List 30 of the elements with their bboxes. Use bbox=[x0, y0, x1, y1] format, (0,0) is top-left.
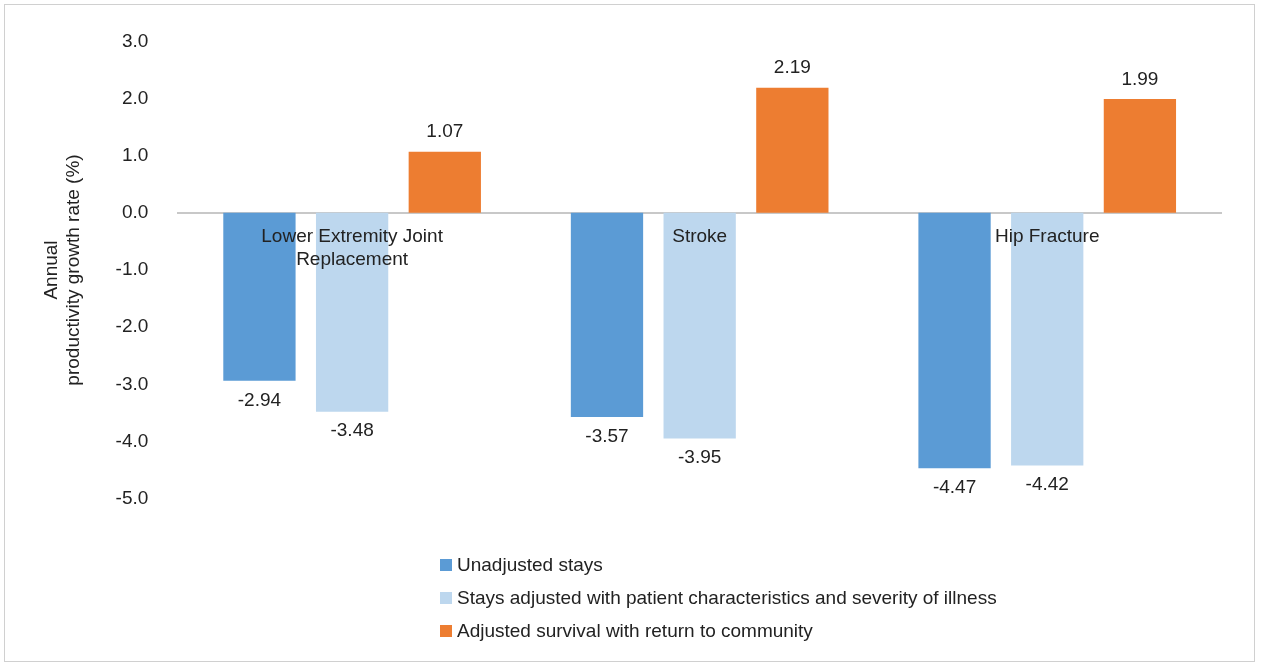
data-label: -2.94 bbox=[237, 388, 282, 410]
y-tick-label: 2.0 bbox=[121, 86, 149, 108]
data-label: -4.42 bbox=[1025, 473, 1069, 495]
data-label: -3.95 bbox=[678, 446, 722, 468]
data-label: 2.19 bbox=[773, 56, 811, 78]
legend-label: Adjusted survival with return to community bbox=[457, 619, 813, 642]
data-label: 1.99 bbox=[1121, 67, 1159, 89]
y-tick-label: 1.0 bbox=[121, 143, 149, 165]
y-tick-label: -3.0 bbox=[115, 372, 149, 394]
y-tick-label: 0.0 bbox=[121, 201, 149, 223]
y-axis-title: Annual productivity growth rate (%) bbox=[39, 154, 84, 386]
legend-label: Stays adjusted with patient characteristics and severity of illness bbox=[457, 586, 997, 609]
y-tick-label: -1.0 bbox=[115, 258, 149, 280]
x-tick-label: Hip Fracture bbox=[994, 224, 1100, 246]
bar bbox=[570, 212, 644, 417]
y-tick-label: -2.0 bbox=[115, 315, 149, 337]
y-tick-label: 3.0 bbox=[121, 29, 149, 51]
bar bbox=[1103, 99, 1177, 213]
data-label: 1.07 bbox=[426, 120, 464, 142]
bar bbox=[756, 87, 829, 213]
bar bbox=[663, 212, 736, 439]
data-label: -3.48 bbox=[330, 419, 374, 441]
legend-label: Unadjusted stays bbox=[457, 553, 603, 576]
y-tick-label: -5.0 bbox=[115, 486, 149, 508]
bar bbox=[918, 212, 991, 469]
x-tick-label: Stroke bbox=[672, 224, 728, 246]
bar bbox=[408, 151, 481, 213]
data-label: -3.57 bbox=[585, 424, 629, 446]
data-label: -4.47 bbox=[932, 476, 977, 498]
y-tick-label: -4.0 bbox=[115, 429, 149, 451]
